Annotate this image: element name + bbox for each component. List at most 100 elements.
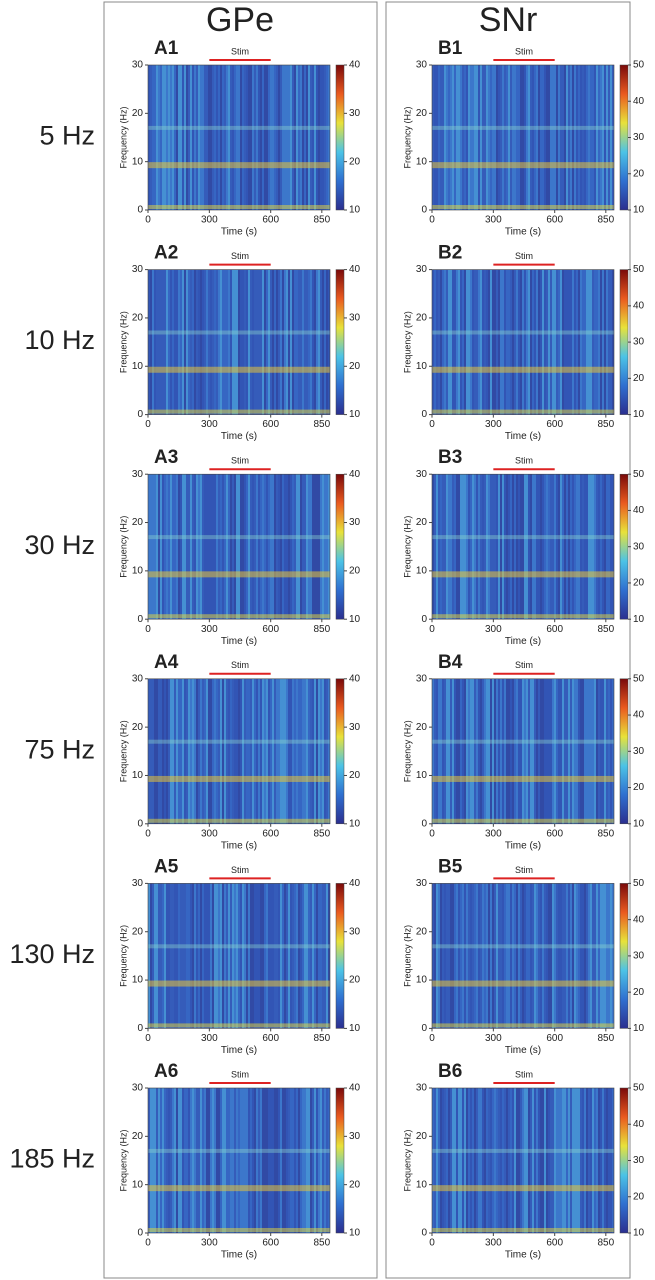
spectrogram-texture xyxy=(470,678,472,824)
spectrogram-texture xyxy=(164,678,166,824)
spectrogram-texture xyxy=(182,65,184,210)
spectrogram-texture xyxy=(558,474,560,620)
spectrogram-texture xyxy=(606,883,608,1029)
spectrogram-texture xyxy=(574,65,576,210)
spectrogram-texture xyxy=(566,269,568,415)
spectrogram-texture xyxy=(290,65,292,210)
spectrogram-texture xyxy=(432,366,614,373)
spectrogram-texture xyxy=(282,883,284,1029)
spectrogram-texture xyxy=(516,65,518,210)
spectrogram-texture xyxy=(182,269,184,415)
spectrogram-texture xyxy=(584,474,586,620)
spectrogram-texture xyxy=(214,1088,216,1233)
spectrogram-texture xyxy=(478,678,480,824)
plot-frame xyxy=(147,883,331,1029)
spectrogram-texture xyxy=(476,678,478,824)
y-tick-label: 30 xyxy=(416,878,428,889)
spectrogram-texture xyxy=(456,678,458,824)
spectrogram-texture xyxy=(206,269,208,415)
y-tick-label: 0 xyxy=(137,205,143,216)
spectrogram-texture xyxy=(310,269,312,415)
spectrogram-texture xyxy=(176,883,178,1029)
spectrogram-texture xyxy=(540,678,542,824)
plot-frame xyxy=(431,883,615,1029)
spectrogram-texture xyxy=(230,65,232,210)
spectrogram-texture xyxy=(454,269,456,415)
spectrogram-texture xyxy=(600,65,602,210)
spectrogram-texture xyxy=(160,883,162,1029)
spectrogram-texture xyxy=(612,678,614,824)
spectrogram-texture xyxy=(436,65,438,210)
spectrogram-texture xyxy=(526,269,528,415)
spectrogram-texture xyxy=(236,883,238,1029)
spectrogram-texture xyxy=(468,1088,470,1233)
spectrogram-texture xyxy=(494,269,496,415)
spectrogram-texture xyxy=(202,65,204,210)
spectrogram-texture xyxy=(278,678,280,824)
spectrogram-texture xyxy=(198,678,200,824)
spectrogram-texture xyxy=(206,65,208,210)
spectrogram-texture xyxy=(276,1088,278,1233)
y-tick-label: 20 xyxy=(416,517,428,528)
spectrogram-texture xyxy=(598,474,600,620)
panel-label: B6 xyxy=(438,1061,462,1082)
spectrogram-texture xyxy=(594,883,596,1029)
spectrogram-texture xyxy=(220,269,222,415)
spectrogram-texture xyxy=(240,474,242,620)
spectrogram-texture xyxy=(456,269,458,415)
spectrogram-texture xyxy=(544,474,546,620)
spectrogram-texture xyxy=(592,1088,594,1233)
spectrogram-texture xyxy=(254,678,256,824)
spectrogram-texture xyxy=(436,1088,438,1233)
spectrogram-texture xyxy=(300,883,302,1029)
spectrogram-texture xyxy=(186,883,188,1029)
spectrogram-texture xyxy=(446,1088,448,1233)
spectrogram-texture xyxy=(554,678,556,824)
spectrogram-texture xyxy=(314,678,316,824)
spectrogram-texture xyxy=(240,883,242,1029)
spectrogram-texture xyxy=(460,65,462,210)
spectrogram-texture xyxy=(174,65,176,210)
spectrogram-texture xyxy=(206,883,208,1029)
spectrogram-texture xyxy=(232,65,234,210)
spectrogram-texture xyxy=(306,1088,308,1233)
spectrogram-texture xyxy=(572,269,574,415)
spectrogram-texture xyxy=(186,1088,188,1233)
x-tick-label: 0 xyxy=(429,1033,435,1044)
spectrogram-texture xyxy=(222,1088,224,1233)
spectrogram-texture xyxy=(534,65,536,210)
spectrogram-texture xyxy=(202,474,204,620)
panel-label: B4 xyxy=(438,652,463,673)
spectrogram-texture xyxy=(432,409,614,414)
colorbar-tick-label: 10 xyxy=(633,1228,645,1239)
spectrogram-texture xyxy=(322,883,324,1029)
panel-label: B2 xyxy=(438,243,462,264)
spectrogram-texture xyxy=(296,1088,298,1233)
spectrogram-texture xyxy=(580,678,582,824)
spectrogram-texture xyxy=(508,269,510,415)
spectrogram-texture xyxy=(432,818,614,823)
spectrogram-texture xyxy=(152,65,154,210)
spectrogram-texture xyxy=(218,474,220,620)
y-tick-label: 0 xyxy=(421,818,427,829)
spectrogram-texture xyxy=(576,678,578,824)
spectrogram-texture xyxy=(544,678,546,824)
spectrogram-texture xyxy=(484,65,486,210)
spectrogram-texture xyxy=(552,678,554,824)
panel-label: A2 xyxy=(154,243,178,264)
y-axis-label: Frequency (Hz) xyxy=(118,516,128,578)
spectrogram-texture xyxy=(264,883,266,1029)
spectrogram-texture xyxy=(284,883,286,1029)
spectrogram-texture xyxy=(240,269,242,415)
spectrogram-texture xyxy=(598,65,600,210)
spectrogram-texture xyxy=(438,678,440,824)
plot-frame xyxy=(431,678,615,825)
spectrogram-texture xyxy=(580,65,582,210)
y-tick-label: 20 xyxy=(132,722,144,733)
spectrogram-texture xyxy=(566,1088,568,1233)
spectrogram-texture xyxy=(210,678,212,824)
spectrogram-texture xyxy=(182,883,184,1029)
spectrogram-texture xyxy=(288,678,290,824)
spectrogram-texture xyxy=(464,883,466,1029)
spectrogram-texture xyxy=(478,1088,480,1233)
